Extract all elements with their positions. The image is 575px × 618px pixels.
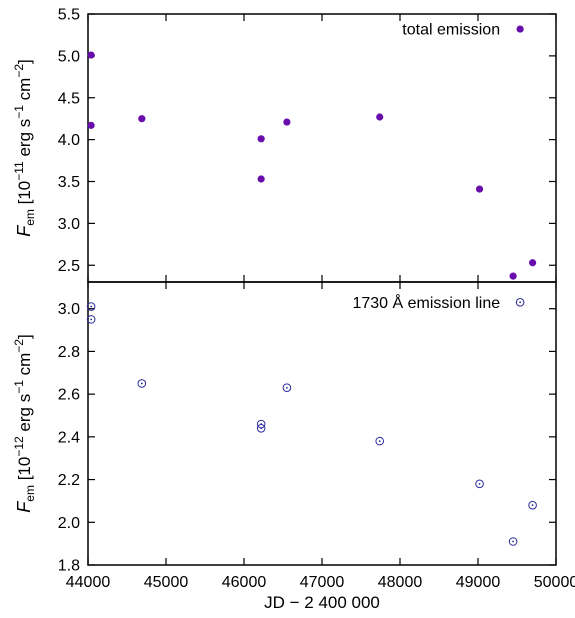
top-data-point <box>138 115 146 123</box>
top-ytick-label: 3.5 <box>58 174 80 191</box>
xtick-label: 50000 <box>534 574 575 591</box>
top-ytick-label: 3.0 <box>58 216 80 233</box>
top-data-point <box>529 259 537 267</box>
top-data-point <box>475 185 484 193</box>
bottom-data-point <box>137 379 147 388</box>
bottom-legend-label: 1730 Å emission line <box>352 293 500 312</box>
xtick-label: 46000 <box>222 574 267 591</box>
bottom-data-point <box>508 537 518 546</box>
xtick-label: 45000 <box>144 574 189 591</box>
top-ytick-label: 2.5 <box>58 258 80 275</box>
bottom-data-point <box>86 302 96 311</box>
bottom-ytick-label: 3.0 <box>58 301 80 318</box>
top-legend-marker <box>516 25 524 33</box>
bottom-legend-marker <box>515 297 525 307</box>
bottom-data-point <box>282 383 292 393</box>
bottom-ytick-label: 2.6 <box>58 387 80 404</box>
bottom-data-point <box>475 479 484 489</box>
bottom-y-axis-title: Fem [10−12 erg s−1 cm−2] <box>12 334 37 512</box>
top-ytick-label: 4.5 <box>58 90 80 107</box>
x-axis-title: JD − 2 400 000 <box>264 593 380 612</box>
xtick-label: 44000 <box>66 574 111 591</box>
top-data-point <box>376 113 384 121</box>
top-data-point <box>257 135 265 143</box>
bottom-data-point <box>375 436 385 446</box>
top-legend-label: total emission <box>402 22 500 39</box>
xtick-label: 48000 <box>378 574 423 591</box>
bottom-ytick-label: 2.0 <box>58 515 80 532</box>
bottom-data-point <box>256 424 266 433</box>
top-data-point <box>87 121 95 129</box>
top-ytick-label: 5.0 <box>58 48 80 65</box>
bottom-ytick-label: 2.2 <box>58 472 80 489</box>
top-y-axis-title: Fem [10−11 erg s−1 cm−2] <box>12 59 37 237</box>
top-data-point <box>283 118 291 126</box>
xtick-label: 47000 <box>300 574 345 591</box>
top-ytick-label: 4.0 <box>58 132 80 149</box>
bottom-data-point <box>528 500 537 510</box>
bottom-ytick-label: 2.4 <box>58 429 80 446</box>
bottom-data-point <box>86 315 96 324</box>
top-data-point <box>257 175 265 183</box>
top-ytick-label: 5.5 <box>58 7 80 24</box>
top-data-point <box>87 51 95 59</box>
bottom-ytick-label: 2.8 <box>58 344 80 361</box>
xtick-label: 49000 <box>456 574 501 591</box>
bottom-ytick-label: 1.8 <box>58 558 80 575</box>
top-data-point <box>509 272 517 280</box>
